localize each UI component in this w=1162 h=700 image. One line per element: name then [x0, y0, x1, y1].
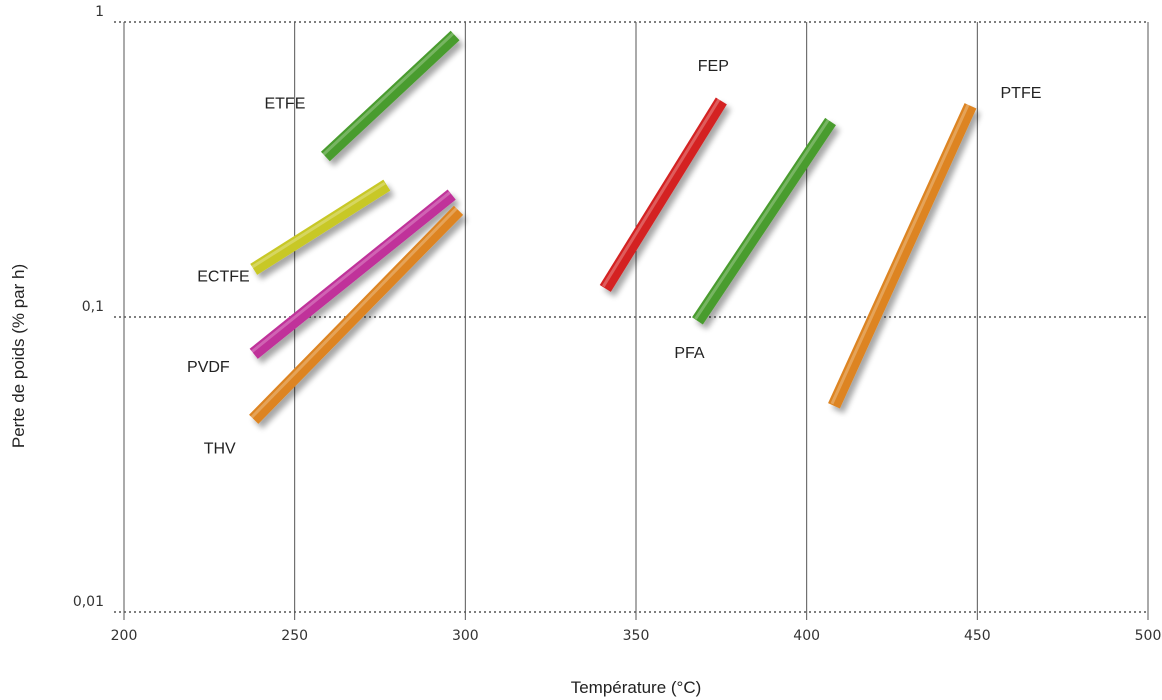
series-label-ectfe: ECTFE	[197, 268, 249, 285]
series-bar-body	[249, 205, 464, 424]
tick-labels: 200 250 300 350 400 450 500 0,01 0,1 1	[73, 4, 1162, 644]
series-bar-pvdf-2	[249, 189, 456, 359]
series-label-ptfe: PTFE	[1001, 85, 1042, 102]
grid	[114, 21, 1149, 620]
series-bar-thv-3	[249, 205, 464, 424]
y-axis-title: Perte de poids (% par h)	[9, 264, 28, 448]
y-tick-label-0,1: 0,1	[82, 299, 104, 315]
x-tick-label-450: 450	[964, 628, 991, 644]
series-bar-highlight	[250, 191, 451, 354]
x-tick-label-350: 350	[623, 628, 650, 644]
x-tick-label-500: 500	[1135, 628, 1162, 644]
series-bar-pfa-5	[692, 117, 836, 325]
series-bar-body	[828, 103, 977, 409]
series-label-pvdf: PVDF	[187, 359, 230, 376]
series-bar-highlight	[830, 103, 970, 405]
series-bars	[249, 30, 977, 424]
series-label-pfa: PFA	[674, 345, 705, 362]
x-axis-title: Température (°C)	[571, 678, 702, 697]
x-tick-label-300: 300	[452, 628, 479, 644]
series-bar-highlight	[694, 118, 830, 320]
series-bar-highlight	[602, 98, 721, 288]
series-label-fep: FEP	[698, 58, 729, 75]
series-bar-body	[692, 117, 836, 325]
series-bar-body	[599, 97, 727, 292]
series-bar-highlight	[322, 32, 455, 156]
series-bar-ectfe-1	[250, 179, 391, 275]
series-bar-body	[249, 189, 456, 359]
x-tick-label-250: 250	[281, 628, 308, 644]
series-bar-body	[320, 30, 460, 162]
series-bar-ptfe-6	[828, 103, 977, 409]
x-tick-label-200: 200	[111, 628, 138, 644]
series-label-etfe: ETFE	[264, 95, 305, 112]
series-bar-fep-4	[599, 97, 727, 292]
series-bar-etfe-0	[320, 30, 460, 162]
series-label-thv: THV	[204, 440, 236, 457]
series-bar-body	[250, 179, 391, 275]
y-tick-label-0,01: 0,01	[73, 594, 104, 610]
x-tick-label-400: 400	[793, 628, 820, 644]
series-bar-highlight	[250, 181, 386, 269]
series-labels: ETFE ECTFE PVDF THV FEP PFA PTFE	[187, 58, 1041, 457]
y-tick-label-1: 1	[95, 4, 104, 20]
series-bar-highlight	[250, 207, 458, 419]
